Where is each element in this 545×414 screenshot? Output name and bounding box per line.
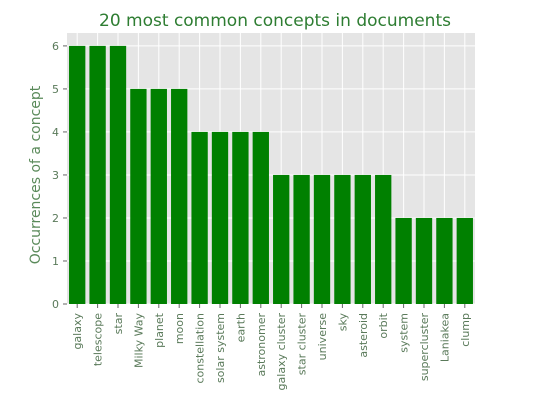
bar-telescope (89, 45, 106, 305)
x-tick-label: universe (316, 313, 329, 361)
plot-area: 0 1 2 3 4 5 6 galaxy telescope star Milky Way plane… (52, 33, 475, 390)
x-tick-label: asteroid (357, 313, 370, 358)
x-tick-label: astronomer (255, 313, 268, 377)
y-tick-label: 3 (52, 169, 59, 182)
x-tick-label: star (112, 313, 125, 335)
bar-orbit (375, 174, 392, 304)
x-tick-label: Milky Way (132, 313, 145, 369)
y-tick-label: 5 (52, 83, 59, 96)
bar-solar-system (211, 131, 229, 304)
x-tick-label: supercluster (418, 313, 431, 382)
x-tick-label: solar system (214, 313, 227, 383)
bar-milky-way (130, 88, 147, 305)
x-tick-label: galaxy cluster (275, 313, 288, 391)
x-tick-label: constellation (194, 313, 207, 384)
bar-asteroid (354, 174, 371, 304)
x-tick-label: clump (459, 313, 472, 347)
bar-galaxy-cluster (273, 174, 290, 304)
x-tick-label: sky (336, 313, 349, 332)
y-tick-label: 1 (52, 255, 59, 268)
bar-star-cluster (293, 174, 310, 304)
bar-clump (456, 217, 473, 304)
bar-planet (150, 88, 167, 305)
x-tick-label: Laniakea (438, 313, 451, 362)
x-tick-label: galaxy (71, 313, 84, 350)
y-tick-label: 2 (52, 212, 59, 225)
bar-laniakea (436, 217, 453, 304)
bar-earth (232, 131, 249, 304)
y-axis-label: Occurrences of a concept (28, 85, 44, 264)
bar-astronomer (252, 131, 269, 304)
x-tick-label: orbit (377, 312, 390, 338)
x-tick-label: planet (153, 312, 166, 348)
y-tick-label: 0 (52, 298, 59, 311)
bar-star (109, 45, 127, 305)
y-tick-label: 4 (52, 126, 59, 139)
bar-moon (171, 88, 188, 305)
y-tick-label: 6 (52, 40, 59, 53)
chart-title: 20 most common concepts in documents (99, 11, 451, 31)
x-tick-label: earth (234, 313, 247, 342)
bar-galaxy (69, 45, 86, 305)
x-tick-label: telescope (92, 313, 105, 366)
bar-constellation (191, 131, 208, 304)
x-tick-label: moon (173, 313, 186, 344)
bar-supercluster (415, 217, 433, 304)
x-tick-label: system (398, 313, 411, 353)
bar-system (395, 217, 412, 304)
x-tick-label: star cluster (296, 313, 309, 376)
bar-sky (334, 174, 351, 304)
plot-background (67, 33, 475, 304)
bar-universe (313, 174, 331, 304)
